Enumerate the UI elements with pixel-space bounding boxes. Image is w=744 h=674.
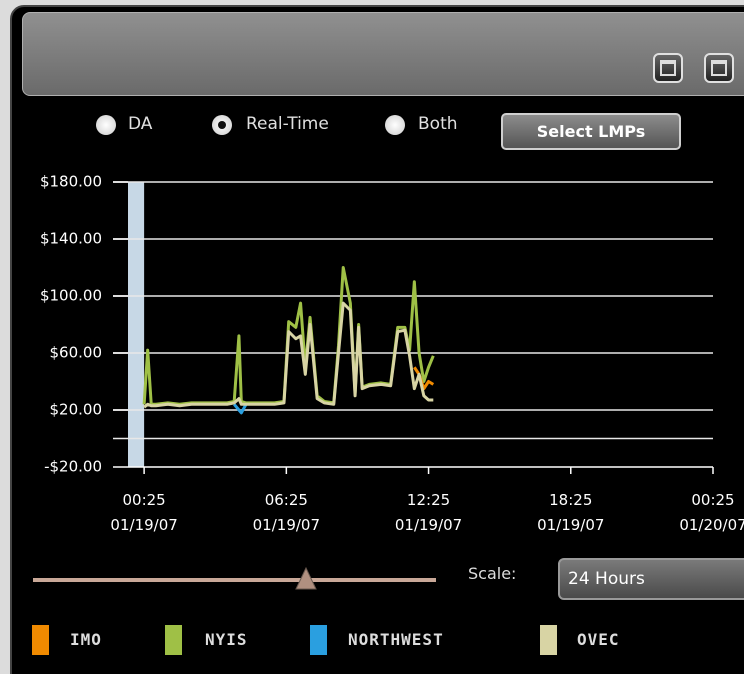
close-button[interactable] [704,53,734,83]
legend-swatch [165,625,182,655]
series-line [233,403,248,415]
y-tick-label: $100.00 [40,287,102,305]
radio-da[interactable] [96,115,116,135]
series-line [413,366,435,391]
y-tick-label: -$20.00 [44,458,102,476]
y-tick-label: $20.00 [50,401,103,419]
slider-thumb[interactable] [295,566,317,590]
x-tick-label: 18:25 01/19/07 [537,491,605,534]
scale-dropdown[interactable]: 24 Hours [558,558,744,600]
maximize-button[interactable] [653,53,683,83]
radio-label: Both [418,114,458,134]
legend-label: NORTHWEST [348,630,444,649]
radio-realtime[interactable] [212,115,232,135]
scale-label: Scale: [468,564,517,583]
y-tick-label: $60.00 [50,344,103,362]
radio-label: DA [128,114,153,134]
select-lmps-button[interactable]: Select LMPs [501,113,681,150]
x-tick-label: 00:25 01/19/07 [110,491,178,534]
legend-swatch [310,625,327,655]
x-tick-label: 12:25 01/19/07 [394,491,463,534]
legend-label: NYIS [205,630,248,649]
radio-both[interactable] [385,115,405,135]
legend-label: OVEC [577,630,620,649]
series-line [143,301,434,409]
legend-swatch [32,625,49,655]
x-tick-label: 00:25 01/20/07 [679,491,744,534]
y-tick-label: $140.00 [40,230,102,248]
radio-label: Real-Time [246,114,329,134]
legend-swatch [540,625,557,655]
y-tick-label: $180.00 [40,173,102,191]
x-tick-label: 06:25 01/19/07 [252,491,321,534]
title-bar [22,12,744,96]
legend-label: IMO [70,630,102,649]
selection-band [128,182,145,467]
